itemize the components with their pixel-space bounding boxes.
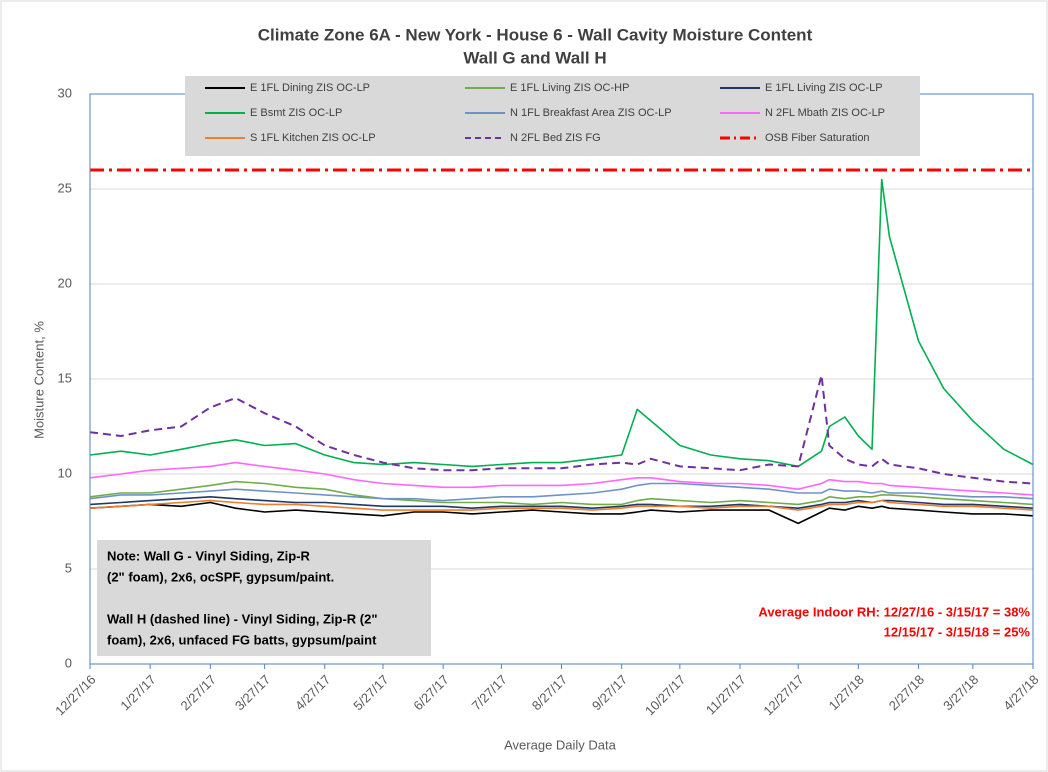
- legend-box: [185, 76, 920, 156]
- legend-label: E 1FL Living ZIS OC-LP: [765, 82, 883, 94]
- note-text: Note: Wall G - Vinyl Siding, Zip-R: [107, 548, 311, 563]
- legend-label: N 2FL Mbath ZIS OC-LP: [765, 107, 885, 119]
- series-line: [89, 482, 1034, 502]
- series-line: [89, 501, 1034, 525]
- series-line: [89, 480, 1034, 506]
- legend-label: N 2FL Bed ZIS FG: [510, 132, 601, 144]
- note: Note: Wall G - Vinyl Siding, Zip-R (2" fo…: [107, 548, 378, 647]
- legend-label: E 1FL Dining ZIS OC-LP: [250, 82, 370, 94]
- plot-lines: [89, 168, 1034, 525]
- y-tick-label: 25: [58, 180, 72, 195]
- y-tick-label: 30: [58, 85, 72, 100]
- y-tick-label: 20: [58, 275, 72, 290]
- y-axis-label: Moisture Content, %: [31, 321, 46, 439]
- note-text: (2" foam), 2x6, ocSPF, gypsum/paint.: [107, 569, 334, 584]
- chart-title: Climate Zone 6A - New York - House 6 - W…: [258, 25, 813, 44]
- y-tick-label: 10: [58, 465, 72, 480]
- legend-label: E 1FL Living ZIS OC-HP: [510, 82, 629, 94]
- annotation-text: 12/15/17 - 3/15/18 = 25%: [884, 624, 1031, 639]
- legend-label: N 1FL Breakfast Area ZIS OC-LP: [510, 107, 672, 119]
- series-line: [89, 461, 1034, 496]
- series-line: [89, 499, 1034, 511]
- annotation-text: Average Indoor RH: 12/27/16 - 3/15/17 = …: [758, 604, 1030, 619]
- series-line: [89, 178, 1034, 468]
- legend: E 1FL Dining ZIS OC-LP E 1FL Living ZIS O…: [205, 82, 885, 144]
- y-tick-label: 0: [65, 655, 72, 670]
- note-text: Wall H (dashed line) - Vinyl Siding, Zip…: [107, 611, 378, 626]
- x-axis-label: Average Daily Data: [504, 737, 617, 752]
- legend-label: E Bsmt ZIS OC-LP: [250, 107, 342, 119]
- chart-title: Wall G and Wall H: [463, 48, 606, 67]
- annotation: Average Indoor RH: 12/27/16 - 3/15/17 = …: [758, 604, 1030, 639]
- series-line: [89, 374, 1034, 485]
- y-tick-label: 15: [58, 370, 72, 385]
- y-tick-label: 5: [65, 560, 72, 575]
- legend-label: OSB Fiber Saturation: [765, 132, 870, 144]
- note-text: foam), 2x6, unfaced FG batts, gypsum/pai…: [107, 632, 377, 647]
- note-box: [97, 540, 431, 656]
- legend-label: S 1FL Kitchen ZIS OC-LP: [250, 132, 376, 144]
